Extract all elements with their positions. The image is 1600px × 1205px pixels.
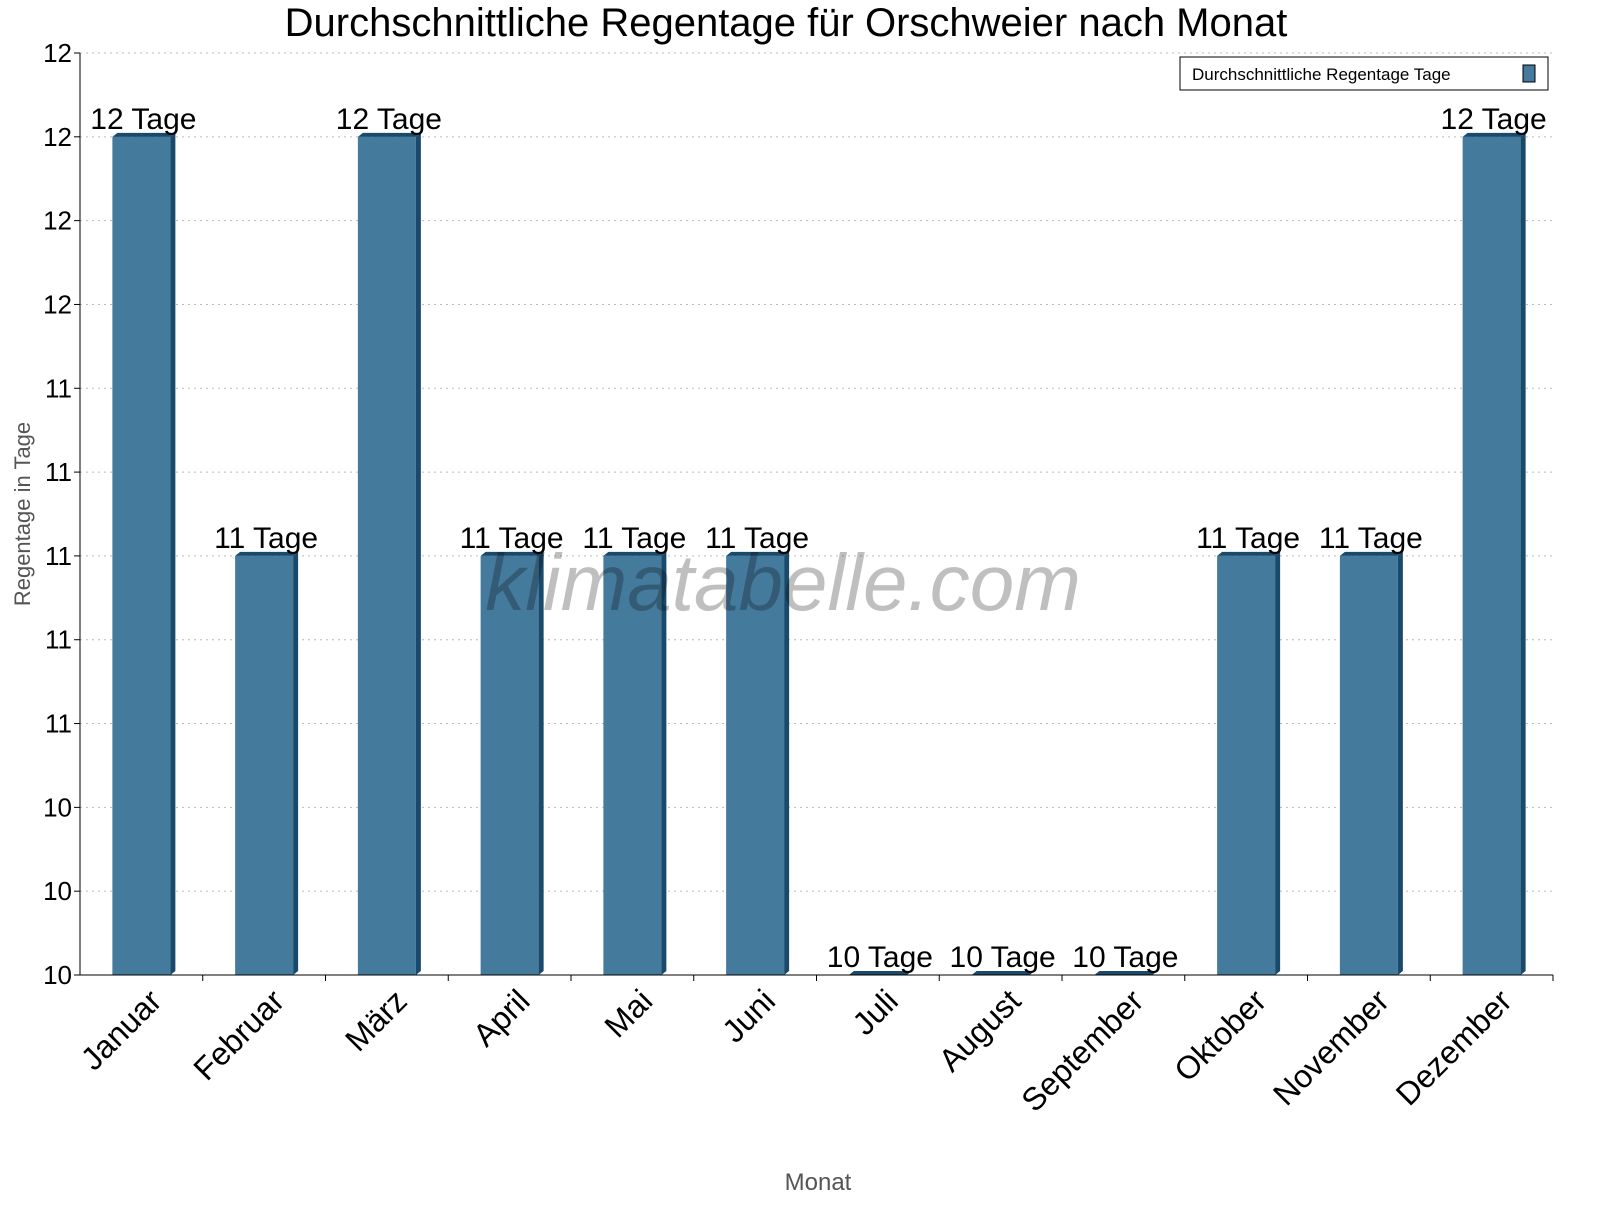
bar bbox=[1339, 555, 1398, 975]
y-tick-label: 10 bbox=[43, 960, 72, 990]
bar bbox=[726, 555, 785, 975]
y-axis-label: Regentage in Tage bbox=[10, 422, 35, 606]
data-label: 11 Tage bbox=[1196, 522, 1300, 555]
bar-top bbox=[112, 132, 176, 137]
data-label: 10 Tage bbox=[950, 941, 1056, 974]
bar-top bbox=[1217, 551, 1281, 556]
x-tick-label: Dezember bbox=[1389, 982, 1519, 1112]
x-tick-label: April bbox=[466, 982, 537, 1053]
x-tick-label: Mai bbox=[597, 982, 659, 1044]
bar-side bbox=[293, 551, 299, 975]
bar-top bbox=[480, 551, 544, 556]
bar bbox=[357, 136, 416, 975]
data-label: 11 Tage bbox=[214, 522, 318, 555]
bar-side bbox=[538, 551, 544, 975]
bar-side bbox=[1520, 132, 1526, 975]
legend-swatch bbox=[1522, 64, 1536, 83]
watermark: klimatabelle.com bbox=[485, 538, 1081, 627]
bar-top bbox=[1462, 132, 1526, 137]
x-tick-label: Januar bbox=[74, 982, 169, 1077]
data-label: 12 Tage bbox=[1441, 103, 1547, 136]
y-tick-label: 12 bbox=[43, 206, 72, 236]
chart-title: Durchschnittliche Regentage für Orschwei… bbox=[285, 1, 1288, 45]
x-tick-label: August bbox=[932, 982, 1028, 1078]
data-label: 11 Tage bbox=[1319, 522, 1423, 555]
bar bbox=[603, 555, 662, 975]
y-tick-label: 11 bbox=[45, 709, 72, 739]
x-tick-label: März bbox=[338, 982, 414, 1058]
x-axis-label: Monat bbox=[785, 1169, 852, 1196]
x-tick-label: Oktober bbox=[1167, 982, 1273, 1088]
data-label: 11 Tage bbox=[582, 522, 686, 555]
bar-top bbox=[971, 971, 1035, 975]
y-tick-label: 11 bbox=[45, 625, 72, 655]
data-label: 11 Tage bbox=[705, 522, 809, 555]
legend-label: Durchschnittliche Regentage Tage bbox=[1192, 65, 1451, 84]
x-tick-label: Februar bbox=[186, 982, 291, 1087]
bar-side bbox=[1275, 551, 1281, 975]
bar-top bbox=[357, 132, 421, 137]
x-tick-label: Juni bbox=[715, 982, 782, 1049]
legend: Durchschnittliche Regentage Tage bbox=[1179, 56, 1549, 91]
y-tick-label: 11 bbox=[45, 373, 72, 403]
bar-side bbox=[661, 551, 667, 975]
bar-side bbox=[170, 132, 176, 975]
y-tick-label: 12 bbox=[43, 122, 72, 152]
data-label: 11 Tage bbox=[460, 522, 564, 555]
bar-top bbox=[726, 551, 790, 556]
bar bbox=[1217, 555, 1276, 975]
bar bbox=[1462, 136, 1521, 975]
bar-top bbox=[235, 551, 299, 556]
y-tick-label: 10 bbox=[43, 876, 72, 906]
y-tick-label: 11 bbox=[45, 541, 72, 571]
data-label: 10 Tage bbox=[1072, 941, 1178, 974]
bar-side bbox=[1397, 551, 1403, 975]
bar-top bbox=[603, 551, 667, 556]
y-tick-label: 11 bbox=[45, 457, 72, 487]
y-tick-label: 10 bbox=[43, 792, 72, 822]
x-tick-label: November bbox=[1266, 982, 1396, 1112]
y-tick-label: 12 bbox=[43, 38, 72, 68]
y-tick-label: 12 bbox=[43, 289, 72, 319]
x-tick-label: September bbox=[1014, 982, 1150, 1118]
data-label: 12 Tage bbox=[90, 103, 196, 136]
data-label: 10 Tage bbox=[827, 941, 933, 974]
bar-top bbox=[848, 971, 912, 975]
bar-top bbox=[1094, 971, 1158, 975]
bar bbox=[235, 555, 294, 975]
bar-side bbox=[784, 551, 790, 975]
x-tick-label: Juli bbox=[845, 982, 904, 1041]
bar-side bbox=[415, 132, 421, 975]
bar bbox=[480, 555, 539, 975]
bar-top bbox=[1339, 551, 1403, 556]
bar bbox=[112, 136, 171, 975]
data-label: 12 Tage bbox=[336, 103, 442, 136]
